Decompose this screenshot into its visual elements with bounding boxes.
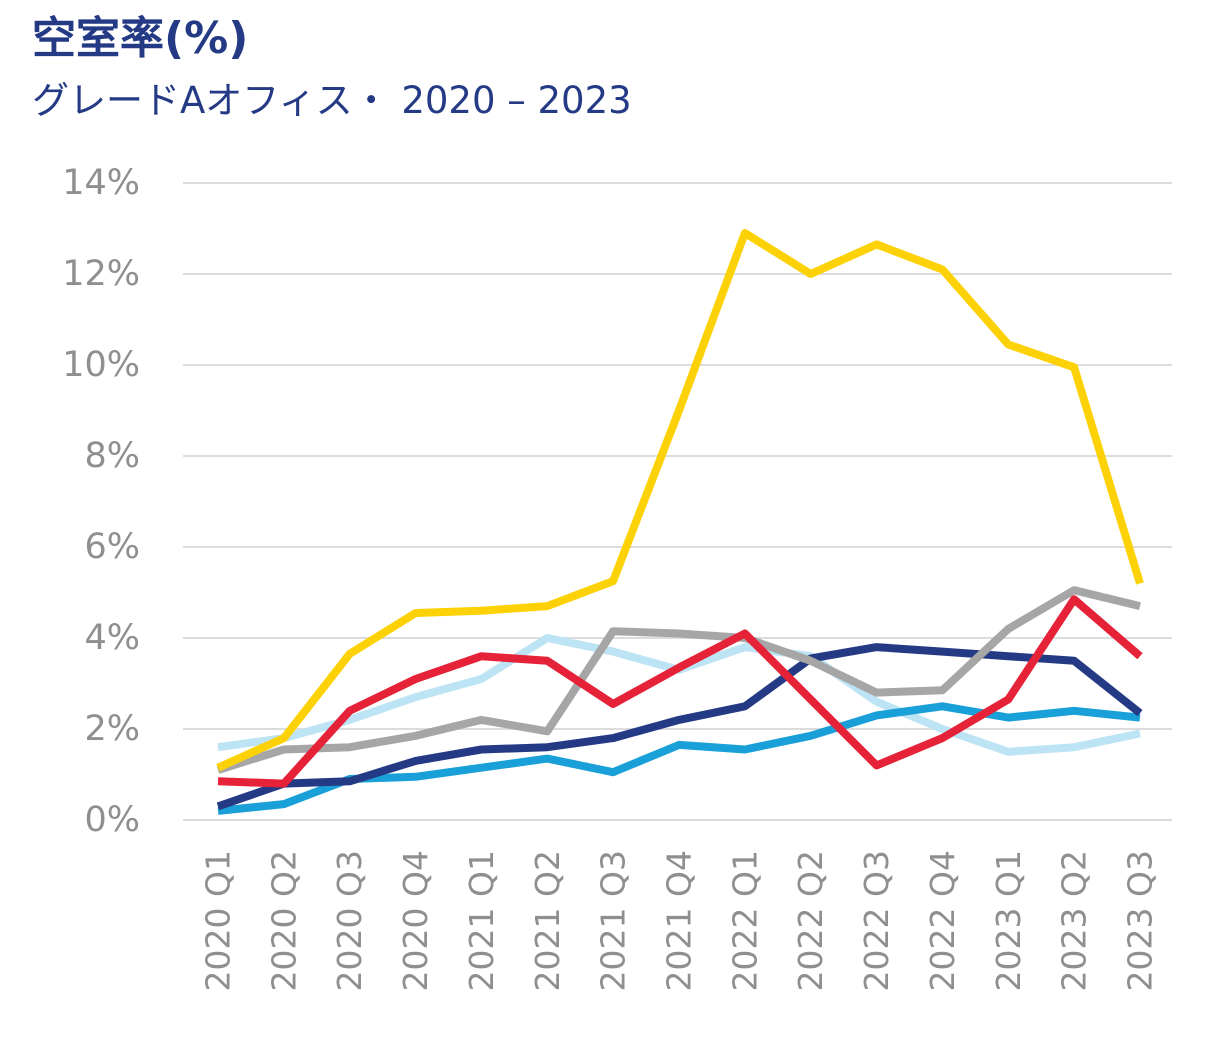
y-tick-label: 8% <box>84 436 140 476</box>
x-tick-label: 2020 Q1 <box>199 850 238 991</box>
y-tick-label: 0% <box>84 800 140 840</box>
series-line-gray <box>216 586 1141 774</box>
chart-title: 空室率(%) <box>32 13 249 64</box>
x-tick-label: 2021 Q2 <box>528 850 567 991</box>
y-tick-label: 10% <box>62 345 140 385</box>
y-tick-label: 6% <box>84 527 140 567</box>
x-tick-label: 2023 Q1 <box>989 850 1028 991</box>
series-line-red <box>217 595 1143 788</box>
y-tick-label: 2% <box>84 709 140 749</box>
x-axis-ticks: 2020 Q1 2020 Q2 2020 Q3 2020 Q4 2021 Q1 2021 … <box>199 850 1160 991</box>
series-line-yellow <box>216 229 1144 772</box>
x-tick-label: 2020 Q4 <box>396 850 435 991</box>
x-tick-label: 2020 Q3 <box>330 850 369 991</box>
y-tick-label: 12% <box>62 254 140 294</box>
x-tick-label: 2021 Q4 <box>660 850 699 991</box>
chart-subtitle: グレードAオフィス・ 2020 – 2023 <box>32 79 632 122</box>
x-tick-label: 2022 Q2 <box>791 850 830 991</box>
x-tick-label: 2022 Q3 <box>857 850 896 991</box>
x-tick-label: 2023 Q3 <box>1121 850 1160 991</box>
x-tick-label: 2022 Q1 <box>725 850 764 991</box>
y-tick-label: 14% <box>62 163 140 203</box>
y-axis-ticks: 0% 2% 4% 6% 8% 10% 12% 14% <box>62 163 140 840</box>
gridlines <box>183 182 1172 821</box>
x-tick-label: 2021 Q3 <box>594 850 633 991</box>
x-tick-label: 2021 Q1 <box>462 850 501 991</box>
x-tick-label: 2020 Q2 <box>264 850 303 991</box>
series-lines <box>216 229 1144 815</box>
y-tick-label: 4% <box>84 618 140 658</box>
x-tick-label: 2023 Q2 <box>1055 850 1094 991</box>
x-tick-label: 2022 Q4 <box>923 850 962 991</box>
